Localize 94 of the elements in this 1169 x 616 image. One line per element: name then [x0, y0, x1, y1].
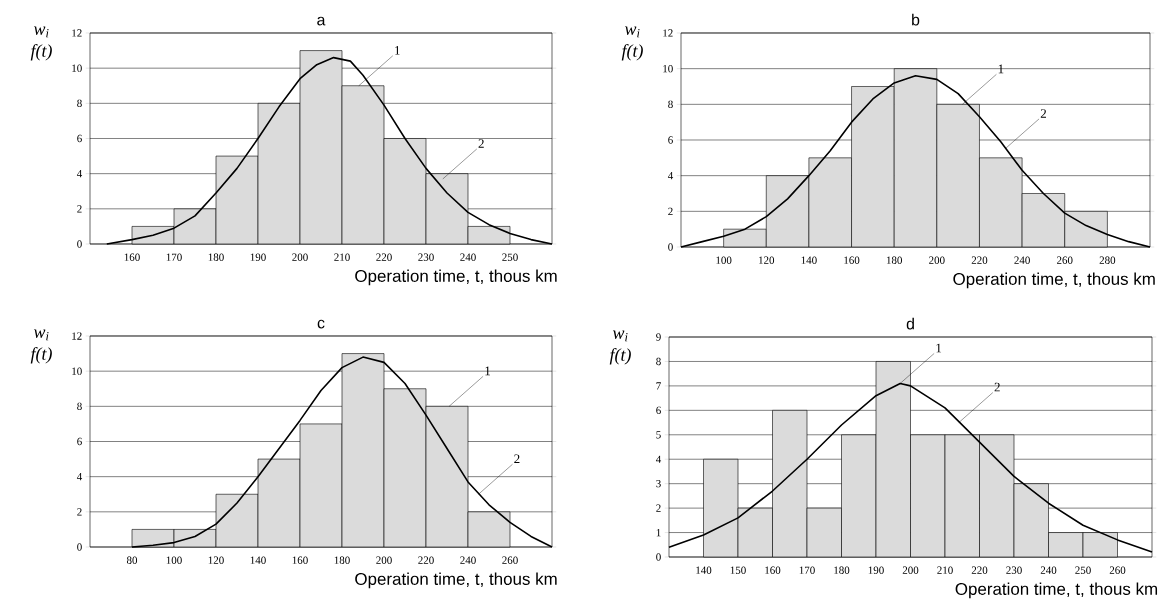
- y-axis-title: w$_{i}$ f(t): [30, 26, 52, 61]
- x-tick-label: 260: [1057, 256, 1073, 264]
- y-tick-label: 4: [667, 172, 674, 180]
- y-tick-label: 0: [77, 240, 82, 248]
- x-tick-label: 220: [971, 256, 988, 264]
- y-tick-label: 2: [656, 504, 661, 512]
- y-tick-label: 10: [663, 64, 673, 73]
- y-tick-label: 2: [77, 508, 82, 516]
- x-axis-title: Operation time, t, thous km: [355, 269, 557, 286]
- x-tick-label: 120: [208, 556, 224, 564]
- y-tick-label: 4: [76, 170, 83, 178]
- y-tick-label: 9: [656, 333, 661, 341]
- y-tick-label: 2: [77, 205, 82, 213]
- x-tick-label: 180: [334, 556, 350, 564]
- x-tick-label: 280: [1099, 256, 1116, 264]
- x-tick-label: 140: [250, 556, 266, 564]
- x-tick-label: 170: [799, 566, 815, 574]
- x-tick-label: 210: [937, 566, 953, 574]
- x-tick-label: 160: [124, 253, 140, 261]
- y-tick-label: 8: [668, 100, 673, 109]
- x-tick-label: 230: [418, 253, 434, 261]
- x-tick-label: 100: [716, 256, 732, 264]
- y-tick-label: 3: [656, 479, 661, 488]
- x-axis-title: Operation time, t, thous km: [355, 572, 557, 589]
- y-tick-label: 8: [656, 357, 661, 366]
- y-tick-label: 6: [77, 437, 82, 446]
- x-tick-label: 140: [801, 256, 817, 264]
- y-tick-label: 5: [656, 431, 661, 439]
- chart-title: b: [912, 13, 920, 26]
- y-tick-label: 6: [77, 134, 82, 143]
- y-tick-label: 0: [656, 553, 661, 561]
- x-tick-label: 200: [376, 556, 392, 564]
- x-tick-label: 200: [902, 566, 919, 574]
- x-tick-label: 210: [334, 253, 350, 261]
- x-tick-label: 230: [1006, 566, 1022, 574]
- x-tick-label: 240: [1014, 256, 1030, 264]
- y-tick-label: 4: [76, 473, 83, 481]
- x-tick-label: 200: [929, 256, 945, 264]
- x-tick-label: 160: [292, 556, 308, 564]
- y-tick-label: 1: [656, 528, 661, 537]
- y-tick-label: 8: [77, 402, 82, 411]
- x-tick-label: 250: [1075, 566, 1091, 574]
- x-tick-label: 220: [376, 253, 392, 261]
- annotation: 2: [514, 454, 520, 464]
- x-tick-label: 80: [126, 556, 138, 564]
- annotation: 1: [936, 343, 942, 353]
- annotation: 2: [1040, 109, 1047, 118]
- x-tick-label: 220: [971, 566, 988, 574]
- annotation: 1: [395, 46, 400, 55]
- x-tick-label: 180: [886, 256, 902, 264]
- x-tick-label: 250: [502, 253, 518, 261]
- y-axis-title: w$_{i}$ f(t): [621, 26, 643, 61]
- y-tick-label: 12: [72, 332, 82, 340]
- x-tick-label: 160: [765, 566, 781, 574]
- x-tick-label: 160: [844, 256, 860, 264]
- annotation: 2: [994, 382, 1000, 392]
- x-axis-title: Operation time, t, thous km: [955, 582, 1158, 599]
- x-tick-label: 180: [834, 566, 850, 574]
- x-tick-label: 190: [868, 566, 884, 574]
- x-tick-label: 140: [696, 566, 712, 574]
- y-tick-label: 2: [668, 207, 673, 215]
- y-tick-label: 0: [668, 243, 673, 251]
- y-tick-label: 10: [72, 64, 82, 72]
- annotation: 2: [478, 139, 484, 148]
- y-axis-title: w$_{i}$ f(t): [609, 330, 631, 365]
- chart-title: c: [317, 319, 325, 329]
- x-tick-label: 200: [292, 253, 308, 261]
- y-tick-label: 10: [72, 367, 82, 375]
- x-tick-label: 240: [460, 556, 476, 564]
- x-tick-label: 100: [166, 556, 182, 564]
- x-tick-label: 170: [166, 253, 182, 261]
- y-tick-label: 12: [72, 29, 82, 37]
- x-tick-label: 260: [502, 556, 518, 564]
- x-tick-label: 240: [1040, 566, 1057, 574]
- chart-title: d: [906, 317, 914, 330]
- annotation: 1: [485, 366, 490, 376]
- x-tick-label: 150: [730, 566, 746, 574]
- x-tick-label: 180: [208, 253, 224, 261]
- y-tick-label: 12: [663, 29, 673, 37]
- x-tick-label: 190: [250, 253, 266, 261]
- x-axis-title: Operation time, t, thous km: [953, 272, 1155, 289]
- y-tick-label: 7: [656, 382, 661, 390]
- y-tick-label: 8: [77, 99, 82, 108]
- chart-title: a: [317, 16, 326, 26]
- y-tick-label: 6: [668, 136, 673, 144]
- y-tick-label: 4: [655, 455, 662, 463]
- x-tick-label: 240: [460, 253, 476, 261]
- y-axis-title: w$_{i}$ f(t): [30, 329, 52, 364]
- x-tick-label: 220: [418, 556, 434, 564]
- x-tick-label: 120: [759, 256, 775, 264]
- y-tick-label: 0: [77, 543, 82, 551]
- y-tick-label: 6: [656, 406, 661, 415]
- x-tick-label: 260: [1109, 566, 1126, 574]
- annotation: 1: [998, 64, 1004, 74]
